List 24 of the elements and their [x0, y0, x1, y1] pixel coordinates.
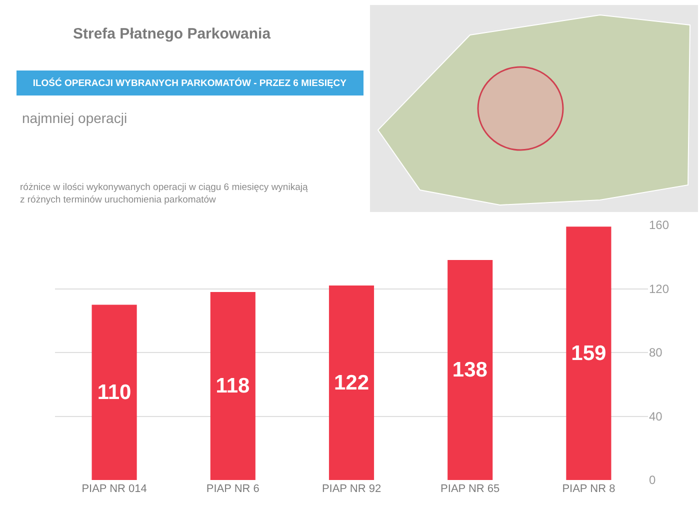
data-label: 118: [216, 374, 250, 398]
x-tick-label: PIAP NR 6: [206, 483, 260, 495]
x-tick-label: PIAP NR 014: [82, 483, 147, 495]
x-tick-label: PIAP NR 65: [440, 483, 500, 495]
data-label: 122: [334, 371, 370, 394]
bar: [92, 304, 137, 480]
y-tick-label: 120: [649, 282, 670, 296]
data-label: 159: [571, 342, 606, 365]
text: najmniej operacji: [22, 110, 128, 126]
x-tick-label: PIAP NR 8: [562, 483, 616, 495]
data-label: 110: [97, 380, 132, 404]
y-tick-label: 160: [649, 218, 670, 232]
bar: [328, 286, 374, 480]
bar: [448, 260, 493, 480]
text: różnice w ilości wykonywanych operacji w ciągu 6 miesięcy wynikają z różnych terminów uruchomienia parkomatów: [20, 182, 308, 206]
bar: [566, 226, 612, 480]
y-tick-label: 40: [649, 409, 663, 424]
y-tick-label: 80: [649, 346, 663, 360]
chart-subtitle: ILOŚĆ OPERACJI WYBRANYCH PARKOMATÓW - PRZEZ 6 MIESIĘCY: [32, 77, 348, 89]
bar: [210, 292, 256, 480]
data-label: 138: [452, 358, 488, 382]
chart-title: Strefa Płatnego Parkowania: [73, 25, 272, 42]
x-tick-label: PIAP NR 92: [322, 483, 382, 495]
y-tick-label: 0: [649, 473, 656, 488]
